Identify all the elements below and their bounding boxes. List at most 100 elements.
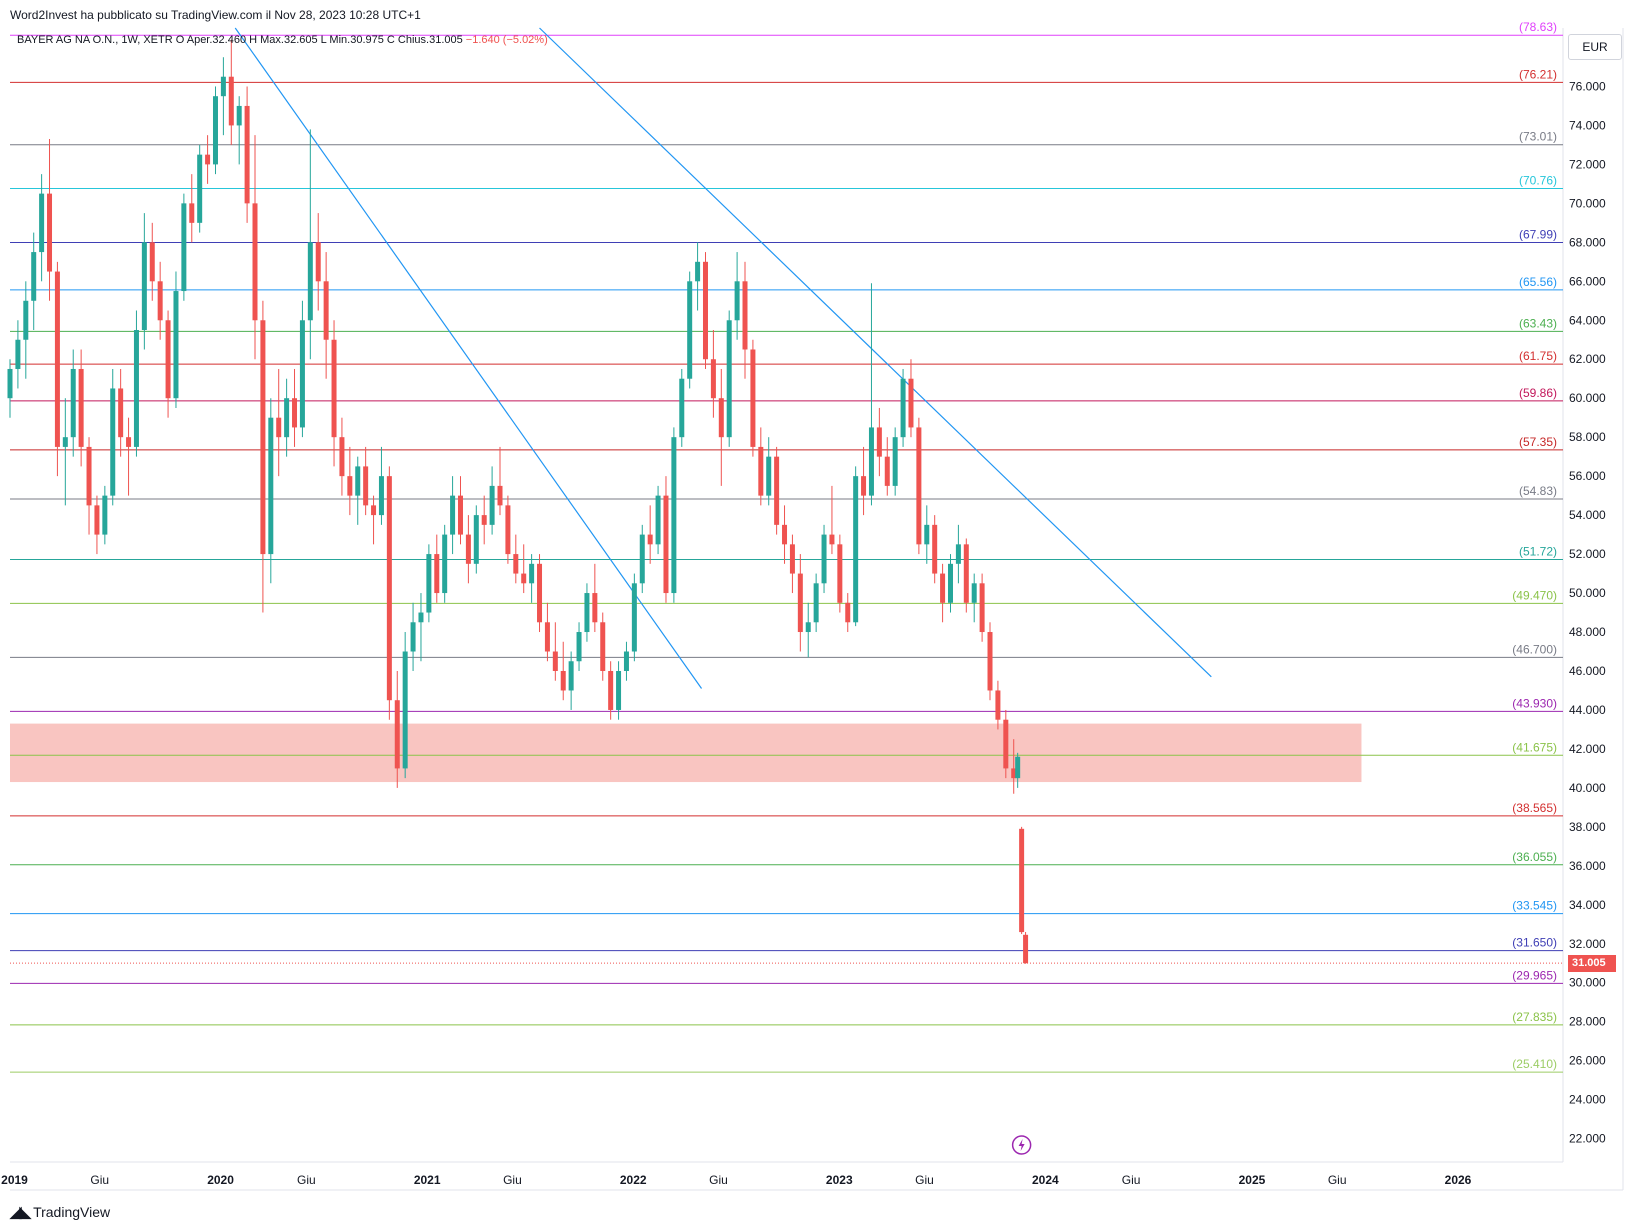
level-label-2: (73.01) <box>1519 130 1557 144</box>
candle-body-22 <box>181 203 187 292</box>
y-tick-label-6: 34.000 <box>1569 898 1606 912</box>
y-tick-label-18: 58.000 <box>1569 430 1606 444</box>
candle-body-18 <box>149 242 155 282</box>
y-tick-label-27: 76.000 <box>1569 79 1606 93</box>
candle-body-64 <box>513 554 519 574</box>
y-tick-label-2: 26.000 <box>1569 1054 1606 1068</box>
candle-body-5 <box>47 193 53 272</box>
candle-body-86 <box>687 281 693 379</box>
level-label-16: (38.565) <box>1512 801 1557 815</box>
y-tick-label-26: 74.000 <box>1569 118 1606 132</box>
level-label-21: (27.835) <box>1512 1010 1557 1024</box>
y-tick-label-22: 66.000 <box>1569 274 1606 288</box>
candle-body-67 <box>537 563 543 623</box>
x-tick-label-13: Giu <box>1328 1173 1347 1187</box>
candle-body-45 <box>363 466 369 506</box>
candle-body-35 <box>284 398 290 438</box>
candle-body-38 <box>307 242 313 321</box>
candle-body-47 <box>378 476 384 516</box>
candle-body-48 <box>386 476 392 701</box>
x-tick-label-4: 2021 <box>414 1173 441 1187</box>
candle-body-74 <box>592 593 598 623</box>
candle-body-100 <box>797 573 803 633</box>
candle-body-26 <box>212 96 218 165</box>
candle-body-59 <box>473 515 479 564</box>
candle-body-127 <box>1011 768 1017 779</box>
candle-body-8 <box>70 368 76 438</box>
candle-body-55 <box>442 534 448 594</box>
level-label-17: (36.055) <box>1512 850 1557 864</box>
chart-legend: BAYER AG NA O.N., 1W, XETR O Aper.32.460… <box>17 34 548 46</box>
candle-body-0 <box>7 368 13 399</box>
candle-body-61 <box>489 485 495 525</box>
candle-body-57 <box>457 495 463 535</box>
chart-grid <box>10 28 1624 1191</box>
level-label-19: (31.650) <box>1512 936 1557 950</box>
y-tick-label-14: 50.000 <box>1569 586 1606 600</box>
level-label-4: (67.99) <box>1519 228 1557 242</box>
level-label-18: (33.545) <box>1512 899 1557 913</box>
candle-body-25 <box>205 154 211 165</box>
candle-body-15 <box>126 437 132 447</box>
candle-body-39 <box>315 242 321 282</box>
candle-body-109 <box>868 427 874 496</box>
price-change: −1.640 (−5.02%) <box>465 34 548 46</box>
candle-body-16 <box>133 330 139 447</box>
currency-button[interactable]: EUR <box>1568 34 1622 60</box>
trendline-0 <box>234 27 703 689</box>
y-tick-label-13: 48.000 <box>1569 625 1606 639</box>
candle-body-65 <box>521 573 527 584</box>
x-tick-label-12: 2025 <box>1239 1173 1266 1187</box>
ohlc-values: O Aper.32.460 H Max.32.605 L Min.30.975 … <box>175 34 463 46</box>
level-label-14: (43.930) <box>1512 696 1557 710</box>
candle-body-101 <box>805 622 811 633</box>
candle-body-112 <box>892 437 898 486</box>
publisher-caption: Word2Invest ha pubblicato su TradingView… <box>10 8 421 22</box>
brand-name: TradingView <box>33 1204 111 1220</box>
candle-body-96 <box>766 456 772 496</box>
candle-body-120 <box>955 544 961 564</box>
candle-body-20 <box>165 320 171 399</box>
candle-body-115 <box>916 427 922 545</box>
level-label-5: (65.56) <box>1519 275 1557 289</box>
y-tick-label-15: 52.000 <box>1569 547 1606 561</box>
candle-body-29 <box>236 105 242 126</box>
y-tick-label-19: 60.000 <box>1569 391 1606 405</box>
candle-body-78 <box>623 651 629 671</box>
level-label-1: (76.21) <box>1519 67 1557 81</box>
candle-body-87 <box>695 261 701 282</box>
level-label-9: (57.35) <box>1519 435 1557 449</box>
candle-body-51 <box>410 622 416 652</box>
candle-body-2 <box>23 300 29 340</box>
candle-body-84 <box>671 437 677 594</box>
level-label-8: (59.86) <box>1519 386 1557 400</box>
candle-body-83 <box>663 495 669 594</box>
y-tick-label-11: 44.000 <box>1569 703 1606 717</box>
candle-body-37 <box>299 320 305 428</box>
y-tick-label-24: 70.000 <box>1569 196 1606 210</box>
candle-body-123 <box>979 583 985 633</box>
candle-body-107 <box>853 476 859 623</box>
symbol-title: BAYER AG NA O.N., 1W, XETR <box>17 34 173 46</box>
x-tick-label-9: Giu <box>915 1173 934 1187</box>
candle-body-28 <box>228 76 234 126</box>
candle-body-43 <box>347 476 353 496</box>
level-label-6: (63.43) <box>1519 316 1557 330</box>
candle-body-91 <box>726 320 732 438</box>
candle-body-36 <box>292 398 298 428</box>
support-zone <box>10 723 1362 783</box>
tradingview-logo[interactable]: ◢◣ TradingView <box>10 1203 110 1221</box>
candle-body-92 <box>734 281 740 321</box>
y-tick-label-3: 28.000 <box>1569 1015 1606 1029</box>
candle-body-90 <box>718 398 724 438</box>
y-tick-label-0: 22.000 <box>1569 1132 1606 1146</box>
candle-body-4 <box>39 193 45 253</box>
candle-body-70 <box>560 670 566 691</box>
x-tick-label-2: 2020 <box>207 1173 234 1187</box>
candle-body-114 <box>908 378 914 428</box>
candle-body-71 <box>568 661 574 691</box>
candle-body-75 <box>600 622 606 671</box>
candle-body-19 <box>157 281 163 321</box>
candle-body-68 <box>544 622 550 652</box>
